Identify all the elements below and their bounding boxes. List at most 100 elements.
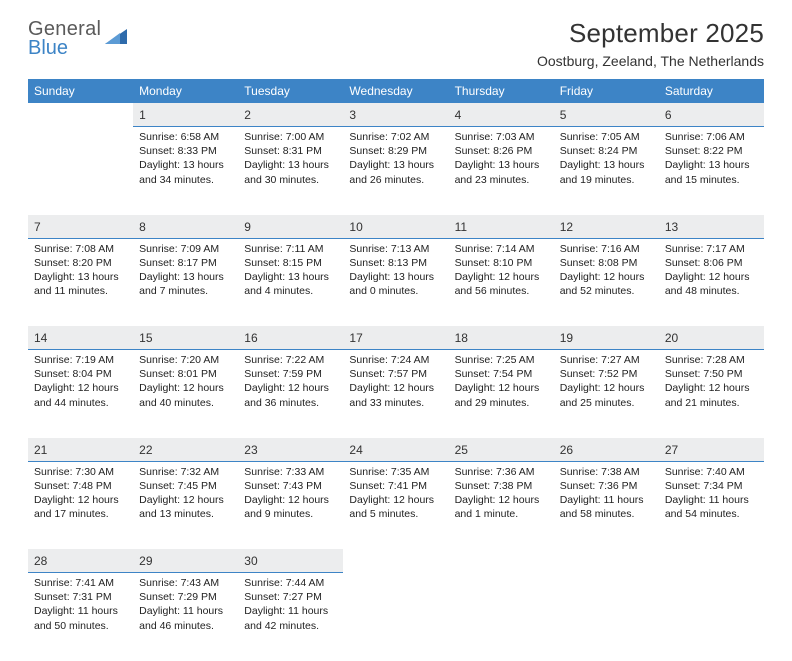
day-number-cell: 14 <box>28 326 133 350</box>
day-line: Sunrise: 7:20 AM <box>139 353 232 367</box>
day-number-cell: 4 <box>449 103 554 127</box>
day-line: Sunrise: 7:28 AM <box>665 353 758 367</box>
day-content: Sunrise: 7:11 AMSunset: 8:15 PMDaylight:… <box>238 239 343 305</box>
day-cell <box>554 573 659 661</box>
day-cell: Sunrise: 7:09 AMSunset: 8:17 PMDaylight:… <box>133 238 238 326</box>
day-line: Sunset: 8:13 PM <box>349 256 442 270</box>
day-content: Sunrise: 7:22 AMSunset: 7:59 PMDaylight:… <box>238 350 343 416</box>
day-number: 8 <box>139 220 146 234</box>
day-number: 16 <box>244 331 257 345</box>
day-line: Sunset: 7:31 PM <box>34 590 127 604</box>
day-cell: Sunrise: 7:33 AMSunset: 7:43 PMDaylight:… <box>238 461 343 549</box>
header: General Blue September 2025 Oostburg, Ze… <box>28 18 764 69</box>
day-cell: Sunrise: 7:40 AMSunset: 7:34 PMDaylight:… <box>659 461 764 549</box>
page-title: September 2025 <box>537 18 764 49</box>
day-line: Sunset: 7:27 PM <box>244 590 337 604</box>
day-content: Sunrise: 7:09 AMSunset: 8:17 PMDaylight:… <box>133 239 238 305</box>
day-content <box>28 127 133 136</box>
day-number: 4 <box>455 108 462 122</box>
daynum-row: 282930 <box>28 549 764 573</box>
day-number: 24 <box>349 443 362 457</box>
day-number-cell: 16 <box>238 326 343 350</box>
week-row: Sunrise: 7:30 AMSunset: 7:48 PMDaylight:… <box>28 461 764 549</box>
day-line: Sunset: 8:33 PM <box>139 144 232 158</box>
day-number: 15 <box>139 331 152 345</box>
day-cell: Sunrise: 7:27 AMSunset: 7:52 PMDaylight:… <box>554 350 659 438</box>
day-content: Sunrise: 7:30 AMSunset: 7:48 PMDaylight:… <box>28 462 133 528</box>
day-line: Sunrise: 7:38 AM <box>560 465 653 479</box>
logo: General Blue <box>28 18 129 60</box>
day-cell: Sunrise: 7:38 AMSunset: 7:36 PMDaylight:… <box>554 461 659 549</box>
day-number: 13 <box>665 220 678 234</box>
day-line: Daylight: 12 hours and 21 minutes. <box>665 381 758 409</box>
day-content <box>343 573 448 582</box>
day-number: 29 <box>139 554 152 568</box>
day-number-cell: 13 <box>659 215 764 239</box>
day-cell: Sunrise: 7:00 AMSunset: 8:31 PMDaylight:… <box>238 127 343 215</box>
day-line: Sunrise: 7:44 AM <box>244 576 337 590</box>
day-cell: Sunrise: 7:28 AMSunset: 7:50 PMDaylight:… <box>659 350 764 438</box>
day-line: Sunrise: 7:35 AM <box>349 465 442 479</box>
day-line: Sunrise: 7:36 AM <box>455 465 548 479</box>
day-line: Sunset: 8:26 PM <box>455 144 548 158</box>
day-content: Sunrise: 7:38 AMSunset: 7:36 PMDaylight:… <box>554 462 659 528</box>
day-line: Sunset: 8:01 PM <box>139 367 232 381</box>
day-line: Sunrise: 7:13 AM <box>349 242 442 256</box>
day-content: Sunrise: 7:28 AMSunset: 7:50 PMDaylight:… <box>659 350 764 416</box>
day-line: Sunset: 8:04 PM <box>34 367 127 381</box>
day-header: Saturday <box>659 79 764 103</box>
day-number-cell: 3 <box>343 103 448 127</box>
day-number: 23 <box>244 443 257 457</box>
day-cell: Sunrise: 7:35 AMSunset: 7:41 PMDaylight:… <box>343 461 448 549</box>
day-content: Sunrise: 7:40 AMSunset: 7:34 PMDaylight:… <box>659 462 764 528</box>
day-cell <box>343 573 448 661</box>
day-line: Daylight: 12 hours and 1 minute. <box>455 493 548 521</box>
day-line: Sunrise: 7:32 AM <box>139 465 232 479</box>
day-content: Sunrise: 7:24 AMSunset: 7:57 PMDaylight:… <box>343 350 448 416</box>
day-cell: Sunrise: 7:14 AMSunset: 8:10 PMDaylight:… <box>449 238 554 326</box>
day-number-cell: 9 <box>238 215 343 239</box>
day-header: Thursday <box>449 79 554 103</box>
title-block: September 2025 Oostburg, Zeeland, The Ne… <box>537 18 764 69</box>
day-line: Sunrise: 7:09 AM <box>139 242 232 256</box>
day-number-cell: 5 <box>554 103 659 127</box>
day-number: 9 <box>244 220 251 234</box>
daynum-row: 21222324252627 <box>28 438 764 462</box>
day-cell: Sunrise: 7:05 AMSunset: 8:24 PMDaylight:… <box>554 127 659 215</box>
day-line: Daylight: 12 hours and 56 minutes. <box>455 270 548 298</box>
day-cell <box>449 573 554 661</box>
day-line: Daylight: 12 hours and 9 minutes. <box>244 493 337 521</box>
day-number-cell: 8 <box>133 215 238 239</box>
day-number-cell: 6 <box>659 103 764 127</box>
day-line: Sunrise: 7:27 AM <box>560 353 653 367</box>
day-line: Daylight: 12 hours and 52 minutes. <box>560 270 653 298</box>
day-line: Daylight: 13 hours and 19 minutes. <box>560 158 653 186</box>
day-number: 10 <box>349 220 362 234</box>
day-line: Sunset: 8:17 PM <box>139 256 232 270</box>
day-header: Tuesday <box>238 79 343 103</box>
day-number-cell: 27 <box>659 438 764 462</box>
day-line: Daylight: 12 hours and 13 minutes. <box>139 493 232 521</box>
day-line: Sunrise: 7:33 AM <box>244 465 337 479</box>
day-cell: Sunrise: 7:43 AMSunset: 7:29 PMDaylight:… <box>133 573 238 661</box>
day-line: Daylight: 13 hours and 4 minutes. <box>244 270 337 298</box>
day-header: Monday <box>133 79 238 103</box>
day-content: Sunrise: 7:25 AMSunset: 7:54 PMDaylight:… <box>449 350 554 416</box>
day-number-cell: 12 <box>554 215 659 239</box>
day-line: Sunset: 8:31 PM <box>244 144 337 158</box>
day-content: Sunrise: 7:33 AMSunset: 7:43 PMDaylight:… <box>238 462 343 528</box>
day-header: Sunday <box>28 79 133 103</box>
day-content: Sunrise: 7:06 AMSunset: 8:22 PMDaylight:… <box>659 127 764 193</box>
day-number: 20 <box>665 331 678 345</box>
day-header: Friday <box>554 79 659 103</box>
day-line: Sunset: 7:50 PM <box>665 367 758 381</box>
day-number: 14 <box>34 331 47 345</box>
day-line: Sunrise: 7:00 AM <box>244 130 337 144</box>
day-content: Sunrise: 7:14 AMSunset: 8:10 PMDaylight:… <box>449 239 554 305</box>
day-content: Sunrise: 7:32 AMSunset: 7:45 PMDaylight:… <box>133 462 238 528</box>
day-line: Daylight: 13 hours and 23 minutes. <box>455 158 548 186</box>
day-number-cell: 7 <box>28 215 133 239</box>
page: General Blue September 2025 Oostburg, Ze… <box>0 0 792 661</box>
day-number: 3 <box>349 108 356 122</box>
day-number-cell <box>343 549 448 573</box>
